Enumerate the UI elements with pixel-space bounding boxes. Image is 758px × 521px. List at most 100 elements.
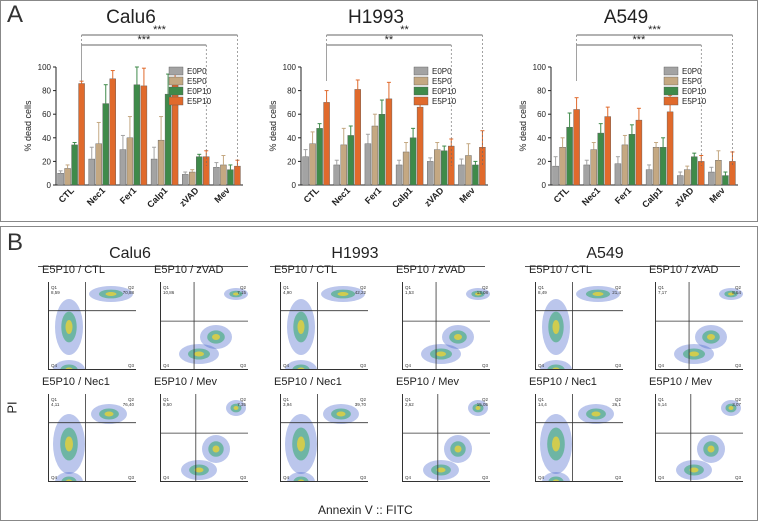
bar-chart-calu6: Calu6 0 20 40 60 80 100 % dead cells CTL Nec1 Fer… xyxy=(11,1,251,223)
flow-plot-title: E5P10 / Mev xyxy=(649,376,712,388)
sig-label: ** xyxy=(385,34,394,46)
quadrant-name: Q1 xyxy=(283,285,290,290)
flow-plot-title: E5P10 / Nec1 xyxy=(42,376,110,388)
bar xyxy=(227,169,234,186)
flow-plot-title: E5P10 / Mev xyxy=(396,376,459,388)
y-tick-label: 100 xyxy=(38,63,52,72)
flow-group-a549: A549 xyxy=(586,245,624,262)
y-tick-label: 0 xyxy=(292,181,297,190)
quadrant-name: Q3 xyxy=(128,475,135,480)
cell-population-peak xyxy=(552,320,560,334)
bar xyxy=(213,167,220,186)
category-label: Fer1 xyxy=(613,185,634,206)
quadrant-name: Q1 xyxy=(163,397,170,402)
quadrant-name: Q3 xyxy=(360,475,367,480)
flow-plot-title: E5P10 / Nec1 xyxy=(529,376,597,388)
cell-population-peak xyxy=(689,467,699,473)
flow-y-label: PI xyxy=(4,401,20,414)
cell-population-peak xyxy=(454,334,462,340)
bar xyxy=(126,137,134,186)
category-label: Calp1 xyxy=(145,185,169,209)
quadrant-name: Q3 xyxy=(360,363,367,368)
quadrant-name: Q4 xyxy=(51,475,58,480)
quadrant-value: 80,73 xyxy=(163,480,175,481)
quadrant-value: 24,5 xyxy=(612,368,621,369)
category-label: Mev xyxy=(212,185,231,204)
y-tick-label: 100 xyxy=(533,63,547,72)
bar xyxy=(652,147,660,186)
panel-a-label: A xyxy=(7,1,24,28)
bar xyxy=(378,113,386,186)
cell-population-peak xyxy=(591,411,601,417)
flow-svg: Q17,17 Q28,54 Q481,47 Q32,82 xyxy=(656,282,743,369)
bar xyxy=(708,171,715,186)
category-label: Calp1 xyxy=(390,185,414,209)
cell-population-peak xyxy=(65,320,73,334)
category-label: zVAD xyxy=(672,185,696,209)
cell-population-peak xyxy=(297,367,305,369)
cell-population-peak xyxy=(194,467,204,473)
cell-population-peak xyxy=(194,351,204,357)
quadrant-name: Q2 xyxy=(615,285,622,290)
quadrant-value: 3,94 xyxy=(283,402,292,407)
flow-plot-title: E5P10 / CTL xyxy=(42,264,105,276)
category-label: Mev xyxy=(707,185,726,204)
cell-population-peak xyxy=(65,436,73,452)
quadrant-value: 8,59 xyxy=(51,290,60,295)
legend-label: E5P0 xyxy=(682,77,702,86)
quadrant-name: Q3 xyxy=(128,363,135,368)
quadrant-value: 2,18 xyxy=(237,480,246,481)
quadrant-name: Q4 xyxy=(283,475,290,480)
quadrant-value: 7,15 xyxy=(237,290,246,295)
category-label: Fer1 xyxy=(363,185,384,206)
bar xyxy=(164,93,172,186)
bar xyxy=(552,165,559,186)
quadrant-name: Q1 xyxy=(405,397,412,402)
bar xyxy=(635,119,643,186)
quadrant-name: Q1 xyxy=(658,397,665,402)
bar xyxy=(385,98,393,186)
quadrant-name: Q1 xyxy=(283,397,290,402)
y-axis-label: % dead cells xyxy=(518,100,528,152)
quadrant-name: Q3 xyxy=(615,475,622,480)
bar xyxy=(302,156,309,186)
bar xyxy=(64,168,71,186)
y-tick-label: 60 xyxy=(42,110,51,119)
quadrant-value: 44,6 xyxy=(538,368,547,369)
quadrant-value: 2,82 xyxy=(732,368,741,369)
quadrant-value: 15,05 xyxy=(477,402,489,407)
flow-density-plot: Q17,17 Q28,54 Q481,47 Q32,82 xyxy=(655,282,743,370)
quadrant-name: Q4 xyxy=(538,475,545,480)
flow-plot-title: E5P10 / zVAD xyxy=(154,264,224,276)
quadrant-value: 12,46 xyxy=(51,368,63,369)
bar xyxy=(427,161,434,186)
cell-population-peak xyxy=(104,411,114,417)
quadrant-value: 68,44 xyxy=(405,480,417,481)
bar xyxy=(590,149,597,186)
bar xyxy=(628,134,636,186)
bar xyxy=(140,85,148,186)
bar xyxy=(309,143,316,186)
quadrant-value: 2,62 xyxy=(405,402,414,407)
chart-svg: 0 20 40 60 80 100 % dead cells CTL Nec1 Fer1 Calp1… xyxy=(23,24,243,210)
bar xyxy=(189,171,196,186)
legend-swatch xyxy=(663,86,679,96)
category-label: Mev xyxy=(457,185,476,204)
cell-population-peak xyxy=(454,445,462,453)
quadrant-value: 70,88 xyxy=(123,290,135,295)
cell-population-core xyxy=(548,476,564,481)
legend-swatch xyxy=(663,96,679,106)
cell-population-core xyxy=(292,364,310,369)
quadrant-name: Q1 xyxy=(51,285,58,290)
quadrant-name: Q4 xyxy=(51,363,58,368)
quadrant-value: 4,11 xyxy=(51,402,60,407)
legend-label: E0P10 xyxy=(432,87,457,96)
legend-label: E5P0 xyxy=(187,77,207,86)
panel-a: A Calu6 0 20 40 60 80 100 % dead cells CTL Nec1 F… xyxy=(0,0,758,222)
quadrant-name: Q4 xyxy=(658,475,665,480)
